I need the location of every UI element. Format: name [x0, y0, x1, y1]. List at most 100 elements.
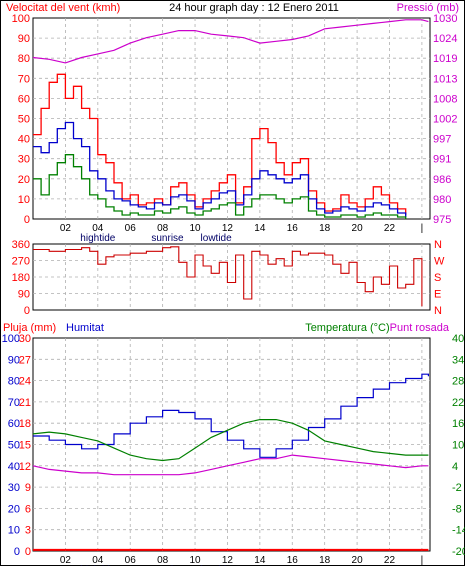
wind-x-tick: 10: [189, 223, 201, 234]
direction-axis-tick: 360: [12, 239, 30, 251]
humidity-axis-tick: 70: [8, 397, 20, 409]
humidity-axis-tick: 10: [8, 525, 20, 537]
pressure-axis-tick: 1002: [433, 114, 457, 126]
wind-gust-series: [33, 73, 407, 215]
humidity-temperature-panel: 0102030405060708090100036912151821242730…: [2, 333, 465, 566]
temperature-axis-tick: 22: [452, 397, 464, 409]
event-label-lowtide: lowtide: [201, 233, 233, 244]
compass-axis-tick: W: [434, 256, 445, 268]
wind-axis-tick: 10: [18, 194, 30, 206]
wind-axis-tick: 20: [18, 174, 30, 186]
humidity-x-tick: 06: [125, 555, 137, 566]
wind-axis-tick: 60: [18, 93, 30, 105]
temperature-label: Temperatura (°C): [305, 322, 389, 334]
humidity-x-tick: 22: [384, 555, 396, 566]
pressure-axis-tick: 991: [433, 154, 451, 166]
rain-axis-tick: 27: [19, 354, 31, 366]
wind-axis-tick: 50: [18, 114, 30, 126]
direction-axis-tick: 270: [12, 256, 30, 268]
temperature-axis-tick: 34: [452, 354, 464, 366]
temperature-axis-tick: -14: [452, 525, 465, 537]
pressure-axis-tick: 997: [433, 134, 451, 146]
humidity-x-tick: 14: [254, 555, 266, 566]
temperature-axis-title: Temperatura (°C)Punt rosada: [305, 322, 450, 334]
rain-axis-tick: 15: [19, 440, 31, 452]
wind-x-tick: 16: [287, 223, 299, 234]
humidity-axis-tick: 100: [2, 333, 20, 345]
wind-x-tick: 02: [60, 223, 72, 234]
humidity-axis-title: Humitat: [66, 322, 104, 334]
humidity-axis-tick: 60: [8, 418, 20, 430]
direction-axis-tick: 0: [24, 305, 30, 317]
rain-axis-tick: 6: [25, 503, 31, 515]
wind-axis-tick: 80: [18, 53, 30, 65]
rain-axis-tick: 24: [19, 376, 31, 388]
pressure-axis-title: Pressió (mb): [397, 2, 459, 14]
rain-axis-tick: 18: [19, 418, 31, 430]
compass-axis-tick: N: [434, 305, 442, 317]
temperature-axis-tick: -8: [452, 503, 462, 515]
rain-axis-tick: 12: [19, 461, 31, 473]
wind-pressure-panel: 0102030405060708090100975980986991997100…: [12, 13, 458, 244]
rain-axis-tick: 3: [25, 525, 31, 537]
pressure-axis-tick: 980: [433, 194, 451, 206]
pressure-axis-tick: 1008: [433, 93, 457, 105]
pressure-axis-tick: 1024: [433, 33, 457, 45]
dewpoint-series: [32, 454, 429, 476]
pressure-axis-tick: 1019: [433, 53, 457, 65]
wind-axis-tick: 70: [18, 73, 30, 85]
humidity-axis-tick: 20: [8, 503, 20, 515]
wind-x-tick: 18: [319, 223, 331, 234]
humidity-axis-tick: 50: [8, 440, 20, 452]
compass-axis-tick: E: [434, 289, 441, 301]
humidity-x-tick: 18: [319, 555, 331, 566]
wind-average-series: [33, 121, 407, 217]
humidity-x-tick: 12: [222, 555, 234, 566]
wind-x-tick: 08: [157, 223, 169, 234]
pressure-axis-tick: 1030: [433, 13, 457, 25]
rain-axis-tick: 0: [25, 546, 31, 558]
humidity-x-tick: 04: [92, 555, 104, 566]
humidity-axis-tick: 80: [8, 376, 20, 388]
event-label-sunrise: sunrise: [151, 233, 184, 244]
rain-axis-tick: 9: [25, 482, 31, 494]
direction-axis-tick: 180: [12, 272, 30, 284]
temperature-axis-tick: -20: [452, 546, 465, 558]
event-label-hightide: hightide: [80, 233, 115, 244]
rain-axis-tick: 30: [19, 333, 31, 345]
humidity-axis-tick: 90: [8, 354, 20, 366]
humidity-x-tick: 08: [157, 555, 169, 566]
wind-x-tick: 04: [92, 223, 104, 234]
temperature-axis-tick: 40: [452, 333, 464, 345]
wind-x-tick: 06: [125, 223, 137, 234]
temperature-axis-tick: -2: [452, 482, 462, 494]
humidity-x-tick: 16: [287, 555, 299, 566]
temperature-series: [32, 419, 429, 462]
wind-x-tick: 12: [222, 223, 234, 234]
humidity-axis-tick: 0: [14, 546, 20, 558]
humidity-series: [33, 373, 429, 458]
wind-x-tick: 22: [384, 223, 396, 234]
wind-x-tick: 14: [254, 223, 266, 234]
humidity-x-tick: |: [421, 555, 424, 566]
wind-x-tick: |: [421, 223, 424, 234]
pressure-axis-tick: 986: [433, 174, 451, 186]
temperature-axis-tick: 10: [452, 440, 464, 452]
wind-direction-series: [33, 246, 423, 307]
wind-axis-title: Velocitat del vent (kmh): [6, 2, 120, 14]
wind-axis-tick: 40: [18, 134, 30, 146]
wind-axis-tick: 90: [18, 33, 30, 45]
pressure-axis-tick: 975: [433, 214, 451, 226]
humidity-x-tick: 02: [60, 555, 72, 566]
pressure-axis-tick: 1013: [433, 73, 457, 85]
direction-axis-tick: 90: [18, 289, 30, 301]
humidity-x-tick: 10: [189, 555, 201, 566]
compass-axis-tick: S: [434, 272, 441, 284]
wind-x-tick: 20: [352, 223, 364, 234]
rain-axis-title: Pluja (mm): [3, 322, 56, 334]
pressure-series: [32, 19, 429, 64]
wind-axis-tick: 30: [18, 154, 30, 166]
temperature-axis-tick: 28: [452, 376, 464, 388]
